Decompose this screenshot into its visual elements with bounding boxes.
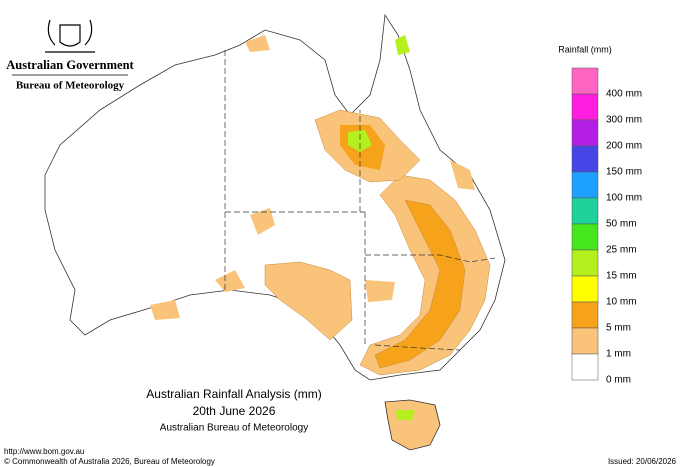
date: 20th June 2026 [193, 404, 276, 418]
legend-swatch [571, 197, 599, 225]
legend-swatch [571, 93, 599, 121]
legend-swatch [571, 171, 599, 199]
rain-area [264, 261, 353, 341]
border [374, 344, 461, 351]
legend-label: 1 mm [606, 349, 631, 360]
legend-label: 150 mm [606, 167, 642, 178]
crest-shield [59, 24, 81, 47]
legend-swatch [571, 301, 599, 329]
copyright: © Commonwealth of Australia 2026, Bureau… [4, 457, 215, 466]
legend-label: 25 mm [606, 245, 637, 256]
rain-area [348, 130, 372, 152]
legend-label: 200 mm [606, 141, 642, 152]
legend-label: 10 mm [606, 297, 637, 308]
legend-swatch [571, 145, 599, 173]
legend-swatch [571, 353, 599, 381]
legend-swatch [571, 223, 599, 251]
legend-swatch [571, 249, 599, 277]
legend-label: 300 mm [606, 115, 642, 126]
legend-swatch [571, 275, 599, 303]
rain-area [359, 174, 491, 376]
legend-label: 50 mm [606, 219, 637, 230]
legend-label: 400 mm [606, 89, 642, 100]
subtitle: Australian Bureau of Meteorology [160, 423, 308, 434]
rain-area [450, 160, 475, 190]
rain-area [374, 199, 466, 369]
legend-label: 5 mm [606, 323, 631, 334]
rain-area [365, 280, 395, 302]
crest [45, 19, 95, 53]
legend-label: 100 mm [606, 193, 642, 204]
issued: Issued: 20/06/2026 [608, 457, 677, 466]
legend-swatch [571, 119, 599, 147]
rain-area [215, 270, 245, 292]
url: http://www.bom.gov.au [4, 447, 84, 456]
rain-area [245, 35, 270, 52]
bureau: Bureau of Meteorology [16, 80, 125, 92]
rain-area [395, 410, 415, 420]
rain-areas [150, 35, 491, 376]
legend: 400 mm 300 mm 200 mm 150 mm 100 mm 50 mm 25 mm… [571, 67, 642, 386]
crest-supporters [47, 19, 93, 46]
state-borders [224, 50, 496, 351]
legend-title: Rainfall (mm) [558, 44, 612, 54]
rain-area [150, 300, 180, 320]
legend-swatch [571, 327, 599, 355]
agency: Australian Government [6, 58, 134, 72]
rain-area [250, 208, 275, 235]
title: Australian Rainfall Analysis (mm) [146, 387, 321, 401]
border [365, 254, 496, 263]
legend-label: 0 mm [606, 375, 631, 386]
legend-swatch [571, 67, 599, 95]
legend-label: 15 mm [606, 271, 637, 282]
rain-area [395, 35, 410, 55]
